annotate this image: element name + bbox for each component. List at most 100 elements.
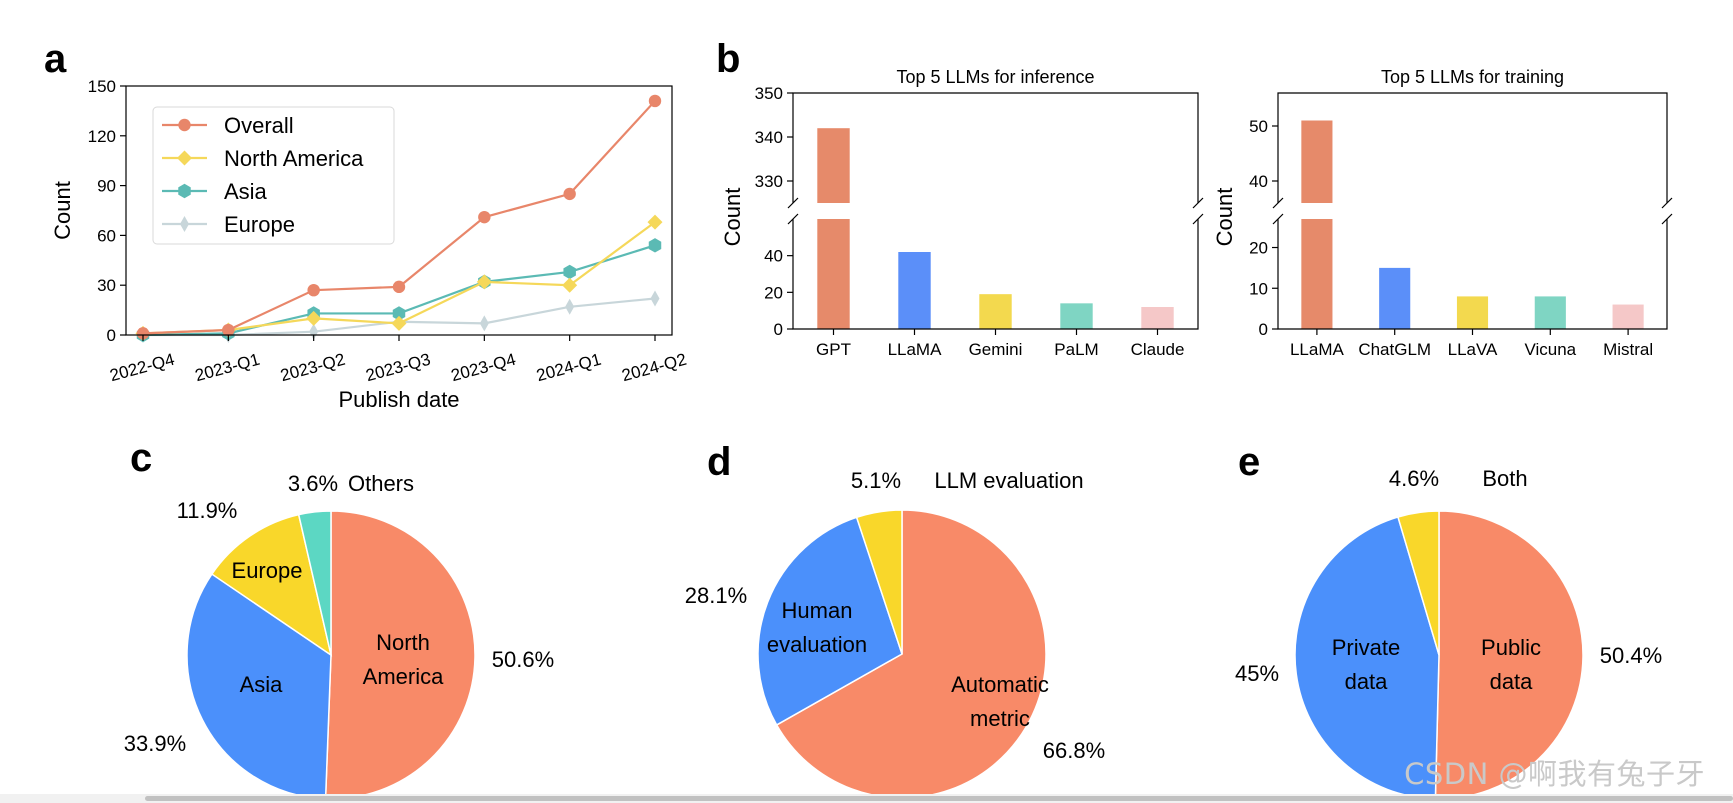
point-europe-2023-q2 (309, 323, 319, 340)
pie-pct-europe: 11.9% (177, 498, 238, 523)
pie-pct-both: 4.6% (1389, 466, 1439, 491)
axis-break-mark-2 (1272, 213, 1284, 225)
point-europe-2024-q2 (650, 290, 660, 307)
ytick-label-40: 40 (764, 247, 783, 266)
point-europe-2024-q1 (565, 298, 575, 315)
pie-slice-private-data (1294, 516, 1440, 800)
legend-label-europe: Europe (224, 212, 295, 237)
pie-slice-north-america (324, 510, 476, 800)
xtick-label-2023-q1: 2023-Q1 (193, 350, 262, 385)
pie-label-public-data: Public data (1481, 635, 1541, 694)
legend-label-overall: Overall (224, 113, 294, 138)
bar-gpt (817, 219, 850, 329)
axis-break-mark-1 (1661, 197, 1673, 209)
pie-pct-public-data: 50.4% (1600, 643, 1662, 668)
panel-letter-e: e (1238, 440, 1260, 484)
bar-gemini (979, 294, 1012, 329)
pie-pct-automatic-metric: 66.8% (1043, 738, 1105, 763)
pie-label-human-evaluation: Human evaluation (767, 598, 867, 657)
xtick-label-chatglm: ChatGLM (1358, 340, 1431, 359)
panel-letter-c: c (130, 436, 152, 480)
legend-marker-overall (178, 118, 191, 132)
pie-slice-both (1397, 510, 1440, 656)
bar-vicuna (1534, 296, 1566, 329)
panel-b1: b Top 5 LLMs for inference GPT LLaMA Gemini P… (716, 37, 1204, 359)
xtick-label-llama: LLaMA (888, 340, 943, 359)
ytick-label-0: 0 (774, 320, 783, 339)
ytick-label-10: 10 (1249, 279, 1268, 298)
ytick-label-0: 0 (1259, 320, 1268, 339)
xtick-label-2024-q1: 2024-Q1 (534, 350, 603, 385)
legend-label-asia: Asia (224, 179, 268, 204)
pie-slice-asia (186, 573, 332, 800)
bar-chart-title-b1: Top 5 LLMs for inference (896, 67, 1094, 87)
panel-letter-d: d (707, 440, 731, 484)
y-axis-label-a: Count (50, 181, 75, 240)
xtick-label-2023-q4: 2023-Q4 (449, 350, 518, 385)
bar-llava (1456, 296, 1489, 329)
horizontal-scrollbar[interactable] (0, 794, 1733, 803)
point-overall-2024-q2 (648, 94, 662, 108)
pie-pct-others: 3.6% (288, 471, 338, 496)
pie-slice-llm-evaluation (855, 509, 903, 655)
pie-label-others: Others (348, 471, 414, 496)
pie-pct-llm-evaluation: 5.1% (851, 468, 901, 493)
pie-slice-automatic-metric (775, 509, 1047, 799)
ytick-label-340: 340 (755, 128, 783, 147)
ytick-label-330: 330 (755, 172, 783, 191)
axis-break-mark-0 (787, 197, 799, 209)
pie-label-asia: Asia (240, 672, 284, 697)
xtick-label-claude: Claude (1131, 340, 1185, 359)
xtick-label-vicuna: Vicuna (1524, 340, 1576, 359)
ytick-label-350: 350 (755, 84, 783, 103)
legend-marker-asia (178, 183, 191, 199)
xtick-label-2022-q4: 2022-Q4 (108, 350, 177, 385)
lower-frame-b2 (1277, 219, 1668, 330)
point-overall-2023-q1 (222, 323, 235, 337)
ytick-label-40: 40 (1249, 172, 1268, 191)
pie-label-private-data: Private data (1332, 635, 1400, 694)
xtick-label-gemini: Gemini (969, 340, 1023, 359)
panel-a: a 0 30 60 90 120 150 2022-Q4 2023-Q1 2023-Q2 2023-… (44, 37, 689, 412)
axis-break-mark-0 (1272, 197, 1284, 209)
bar-upper-llama (1301, 120, 1333, 203)
pie-slice-human-evaluation (757, 516, 903, 726)
lower-frame-b1 (792, 219, 1199, 330)
legend-frame (152, 106, 395, 245)
pie-pct-human-evaluation: 28.1% (685, 583, 747, 608)
pie-pct-asia: 33.9% (124, 731, 186, 756)
bar-llama (898, 252, 931, 329)
bar-claude (1141, 307, 1174, 329)
point-overall-2023-q4 (478, 210, 491, 224)
panel-b2: Top 5 LLMs for training LLaMA ChatGLM LLaVA… (1212, 67, 1673, 359)
point-north-america-2023-q3 (391, 315, 407, 331)
axis-break-mark-3 (1661, 213, 1673, 225)
xtick-label-2024-q2: 2024-Q2 (620, 350, 689, 385)
pie-label-both: Both (1482, 466, 1527, 491)
xtick-label-2023-q3: 2023-Q3 (364, 350, 433, 385)
ytick-label-30: 30 (97, 276, 116, 295)
bar-llama (1301, 219, 1333, 329)
scrollbar-thumb[interactable] (145, 796, 1733, 801)
bar-chart-title-b2: Top 5 LLMs for training (1381, 67, 1564, 87)
point-overall-2023-q3 (392, 280, 406, 294)
xtick-label-gpt: GPT (816, 340, 851, 359)
ytick-label-60: 60 (97, 226, 116, 245)
y-axis-label-b1: Count (720, 188, 745, 247)
axis-break-mark-1 (1192, 197, 1204, 209)
xtick-label-mistral: Mistral (1603, 340, 1653, 359)
point-overall-2024-q1 (563, 187, 576, 201)
point-north-america-2024-q2 (647, 214, 663, 230)
point-north-america-2023-q4 (476, 274, 492, 290)
bar-upper-gpt (817, 128, 850, 203)
upper-frame-b1 (792, 92, 1199, 203)
pie-pct-private-data: 45% (1235, 661, 1279, 686)
ytick-label-50: 50 (1249, 117, 1268, 136)
upper-frame-b2 (1277, 92, 1668, 203)
bar-palm (1060, 303, 1093, 329)
point-overall-2023-q2 (307, 283, 320, 297)
pie-label-automatic-metric: Automatic metric (951, 672, 1049, 731)
pie-slice-others (297, 510, 332, 656)
point-north-america-2024-q1 (562, 277, 578, 293)
